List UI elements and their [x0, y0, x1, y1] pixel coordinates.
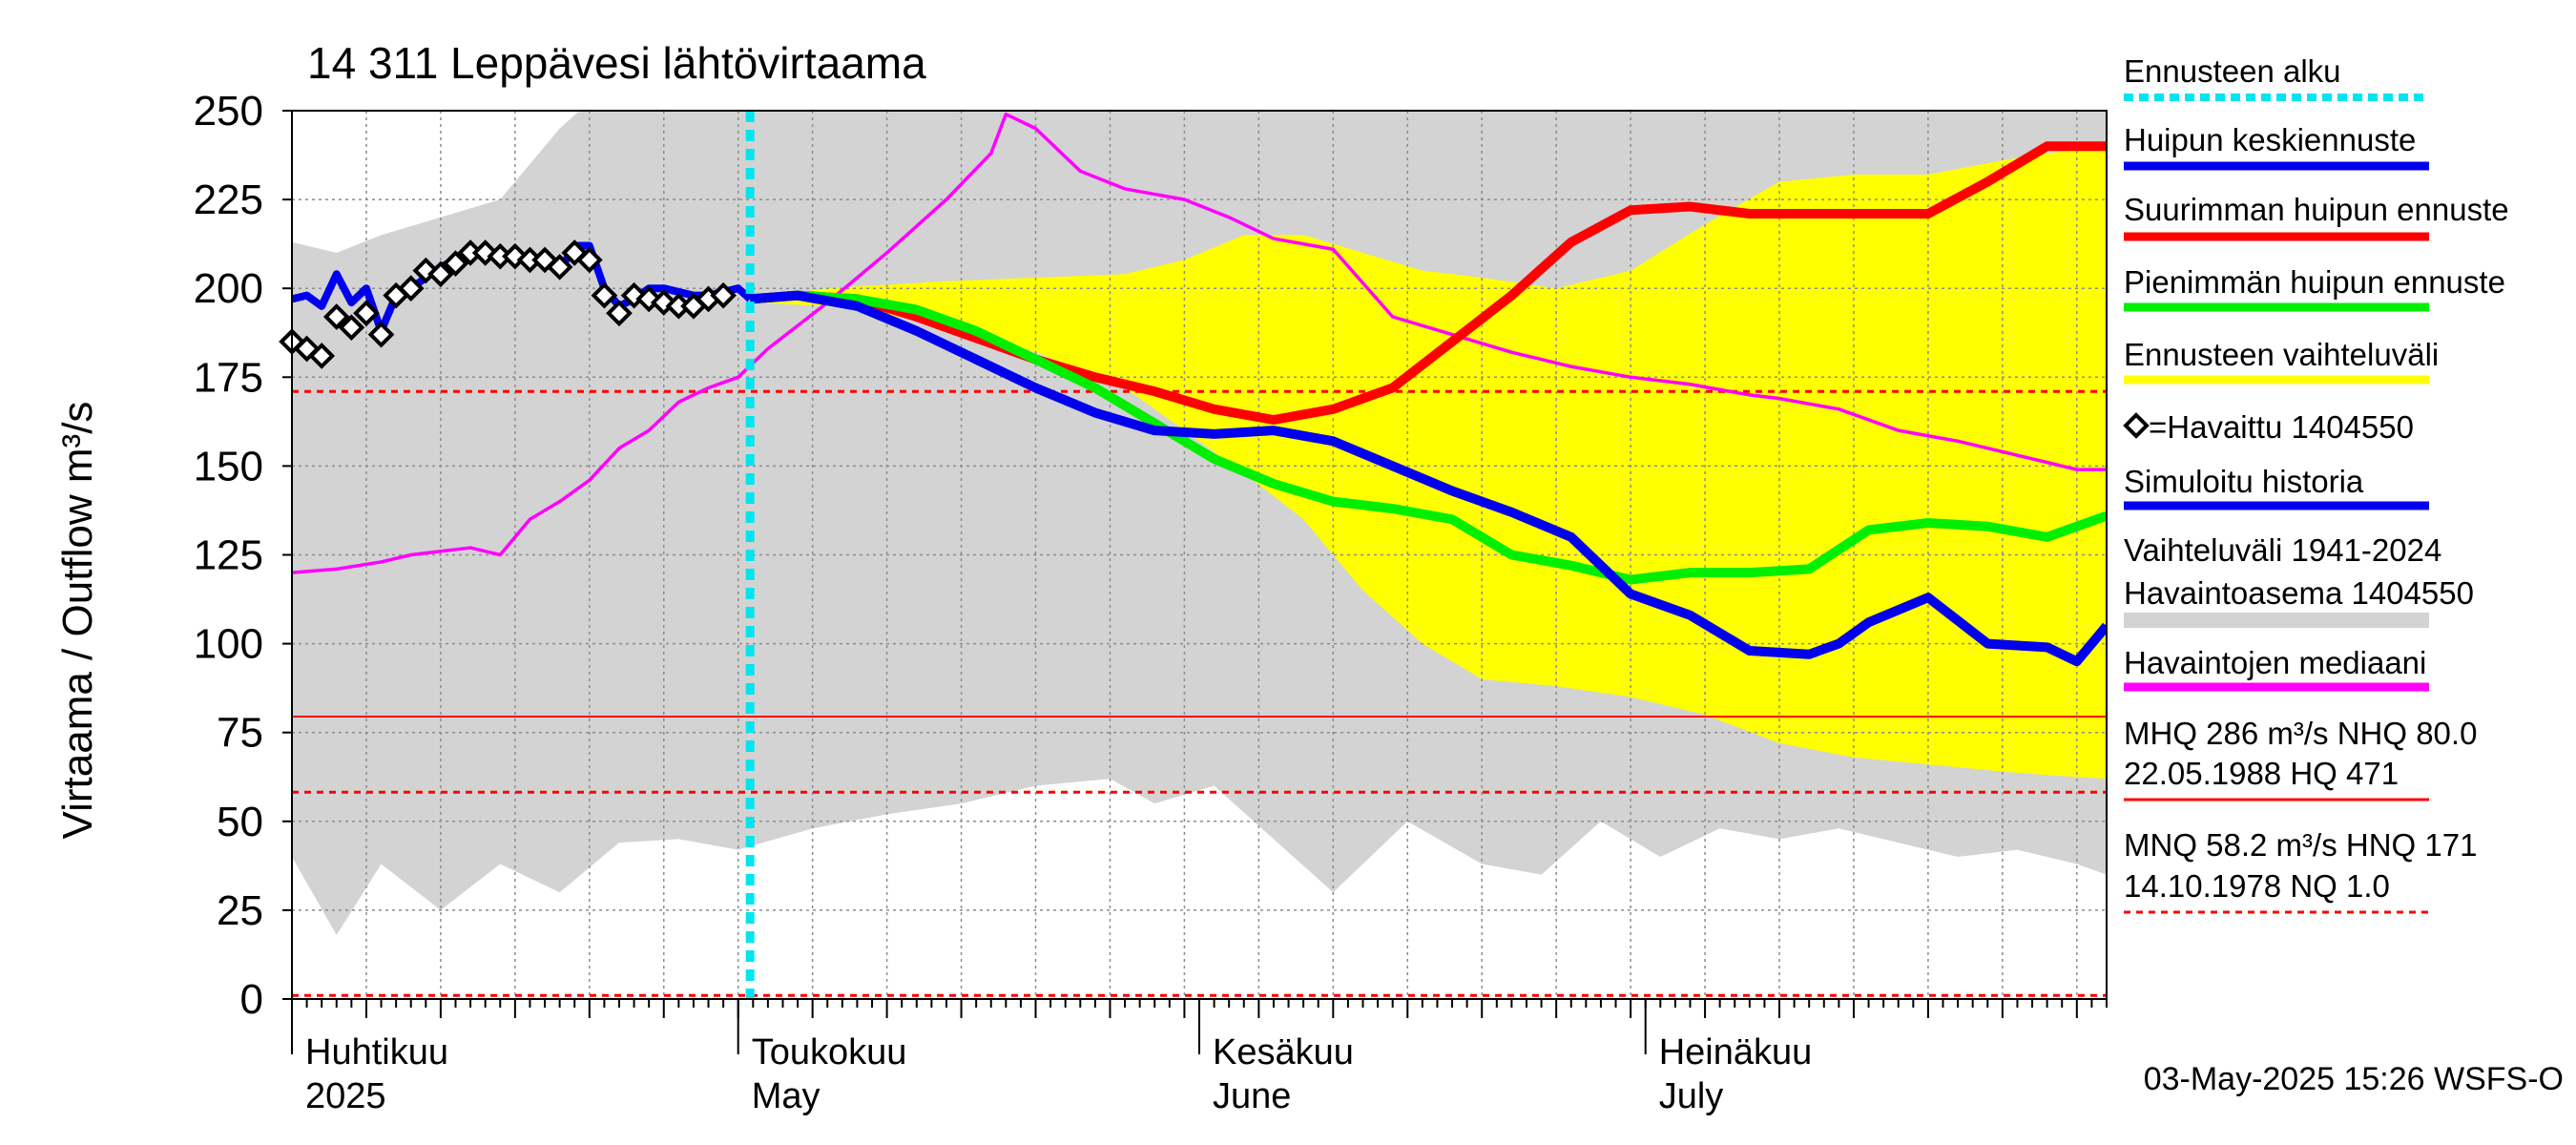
legend-label: Pienimmän huipun ennuste [2124, 264, 2505, 300]
y-tick-label: 150 [194, 443, 263, 489]
footer-timestamp: 03-May-2025 15:26 WSFS-O [2144, 1061, 2564, 1097]
observed-point [308, 343, 336, 369]
mean-peak-forecast-line [749, 290, 2107, 667]
observed-point [575, 246, 603, 274]
y-tick-label: 100 [194, 621, 263, 668]
legend-label: Ennusteen alku [2124, 53, 2341, 89]
legend-item: Simuloitu historia [2124, 464, 2429, 510]
min-peak-forecast-line [749, 290, 2107, 585]
month-label-fi: Kesäkuu [1213, 1032, 1354, 1072]
month-label-fi: Toukokuu [752, 1032, 907, 1072]
month-label-en: 2025 [305, 1076, 386, 1116]
month-label-fi: Huhtikuu [305, 1032, 448, 1072]
y-tick-label: 175 [194, 354, 263, 401]
y-axis-label: Virtaama / Outflow m³/s [54, 402, 101, 840]
legend-label: Vaihteluväli 1941-2024 [2124, 532, 2441, 568]
month-label-en: May [752, 1076, 821, 1116]
legend-label: MHQ 286 m³/s NHQ 80.0 [2124, 716, 2477, 751]
legend-item: Vaihteluväli 1941-2024 Havaintoasema 140… [2124, 532, 2474, 628]
observed-point [367, 321, 395, 348]
y-tick-label: 225 [194, 177, 263, 223]
observed-point [338, 314, 365, 341]
observed-point [546, 254, 573, 281]
observed-point [591, 281, 618, 309]
plot-area: 0 25 50 75 100 125 150 175 200 225 250 Huhtikuu2025… [194, 88, 2108, 1116]
legend-label: MNQ 58.2 m³/s HNQ 171 [2124, 827, 2477, 863]
observed-point [710, 281, 737, 309]
legend-label: Ennusteen vaihteluväli [2124, 337, 2439, 372]
observed-point [427, 260, 454, 288]
month-label-fi: Heinäkuu [1659, 1032, 1813, 1072]
y-tick-label: 250 [194, 88, 263, 135]
observed-point [322, 303, 350, 330]
legend-label: =Havaittu 1404550 [2149, 409, 2414, 445]
legend-label-second-line: Havaintoasema 1404550 [2124, 575, 2474, 611]
max-peak-forecast-line [749, 141, 2107, 425]
legend-item: Havaintojen mediaani [2124, 645, 2429, 692]
month-label-en: June [1213, 1076, 1291, 1116]
forecast-range-band [750, 146, 2107, 780]
legend-label: Huipun keskiennuste [2124, 122, 2416, 157]
legend-item: MNQ 58.2 m³/s HNQ 171 14.10.1978 NQ 1.0 [2124, 827, 2477, 914]
observed-point [353, 300, 380, 327]
legend-item: MHQ 286 m³/s NHQ 80.0 22.05.1988 HQ 471 [2124, 716, 2477, 802]
legend-label-second-line: 22.05.1988 HQ 471 [2124, 756, 2399, 791]
legend-item: Suurimman huipun ennuste [2124, 192, 2509, 241]
observed-point [442, 250, 469, 277]
legend-item: Ennusteen vaihteluväli [2124, 337, 2439, 385]
observed-point [397, 275, 425, 302]
legend-marker [2123, 412, 2150, 439]
legend-label-second-line: 14.10.1978 NQ 1.0 [2124, 868, 2390, 904]
legend-label: Havaintojen mediaani [2124, 645, 2426, 680]
legend-item: Ennusteen alku [2124, 53, 2429, 101]
legend-label: Suurimman huipun ennuste [2124, 192, 2509, 227]
legend-item: Huipun keskiennuste [2124, 122, 2429, 171]
y-tick-label: 125 [194, 532, 263, 579]
month-label-en: July [1659, 1076, 1724, 1116]
y-tick-label: 75 [217, 710, 263, 757]
legend-item: =Havaittu 1404550 [2123, 409, 2414, 445]
y-tick-label: 0 [240, 976, 263, 1023]
legend-label: Simuloitu historia [2124, 464, 2364, 499]
legend: Ennusteen alku Huipun keskiennuste Suurimm… [2123, 53, 2509, 914]
y-tick-label: 50 [217, 799, 263, 845]
chart-title: 14 311 Leppävesi lähtövirtaama [307, 38, 926, 88]
y-tick-label: 200 [194, 265, 263, 312]
median-line [292, 112, 2107, 574]
y-tick-label: 25 [217, 887, 263, 934]
observed-point [606, 300, 633, 327]
legend-item: Pienimmän huipun ennuste [2124, 264, 2505, 312]
